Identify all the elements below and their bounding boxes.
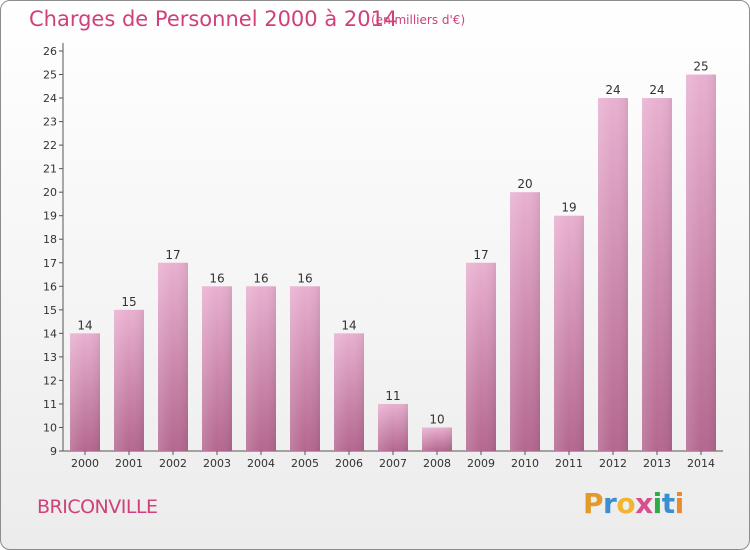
logo-letter: i [652, 487, 663, 520]
x-tick-label: 2003 [203, 457, 231, 470]
bar-shade [290, 286, 320, 451]
bar-shade [246, 286, 276, 451]
y-tick-label: 24 [43, 92, 57, 105]
logo-letter: t [661, 487, 675, 520]
logo-letter: o [616, 487, 636, 520]
data-label: 16 [297, 271, 312, 285]
y-tick-label: 16 [43, 280, 57, 293]
x-tick-label: 2004 [247, 457, 275, 470]
y-tick-label: 20 [43, 186, 57, 199]
chart-subtitle: (en milliers d'€) [371, 13, 466, 27]
y-tick-label: 19 [43, 210, 57, 223]
y-tick-label: 9 [50, 445, 57, 458]
y-tick-label: 10 [43, 421, 57, 434]
x-axis: 2000 2001 2002 2003 2004 2005 2006 2007 2008 2009… [63, 450, 723, 470]
bar-shade [510, 192, 540, 452]
chart-title: Charges de Personnel 2000 à 2014 [29, 7, 398, 31]
proxiti-logo[interactable]: Proxiti [583, 487, 684, 520]
bar-shade [202, 286, 232, 451]
bar-shade [642, 98, 672, 451]
data-label: 10 [429, 412, 444, 426]
y-tick-label: 13 [43, 351, 57, 364]
x-tick-label: 2008 [423, 457, 451, 470]
y-tick-label: 17 [43, 257, 57, 270]
y-tick-label: 11 [43, 398, 57, 411]
data-label: 14 [77, 318, 92, 332]
data-label: 20 [517, 177, 532, 191]
bar-shade [158, 262, 188, 451]
data-label: 14 [341, 318, 356, 332]
bar-shade [378, 403, 408, 451]
x-tick-label: 2011 [555, 457, 583, 470]
x-tick-label: 2013 [643, 457, 671, 470]
logo-letter: x [635, 487, 653, 520]
logo-letter: r [603, 487, 617, 520]
y-axis: 9 10 11 12 13 14 15 16 17 18 19 20 21 22 23 24 25 26 [43, 43, 64, 458]
data-label: 19 [561, 201, 576, 215]
data-label: 16 [209, 271, 224, 285]
data-labels: 14 15 17 16 16 16 14 11 10 17 20 19 24 24 25 [77, 60, 708, 427]
x-tick-label: 2010 [511, 457, 539, 470]
x-tick-label: 2012 [599, 457, 627, 470]
x-tick-label: 2009 [467, 457, 495, 470]
x-tick-label: 2005 [291, 457, 319, 470]
data-label: 17 [473, 248, 488, 262]
bar-shade [686, 74, 716, 451]
commune-name: BRICONVILLE [37, 496, 158, 518]
x-tick-label: 2000 [71, 457, 99, 470]
logo-letter: i [674, 487, 685, 520]
bar-shade [466, 262, 496, 451]
x-tick-label: 2002 [159, 457, 187, 470]
data-label: 15 [121, 295, 136, 309]
bar-shade [334, 333, 364, 451]
bar-shade [422, 427, 452, 451]
bar-shade [554, 215, 584, 451]
x-tick-label: 2014 [687, 457, 715, 470]
data-label: 17 [165, 248, 180, 262]
x-tick-label: 2007 [379, 457, 407, 470]
y-tick-label: 23 [43, 116, 57, 129]
data-label: 24 [605, 83, 620, 97]
data-label: 24 [649, 83, 664, 97]
y-tick-label: 22 [43, 139, 57, 152]
bars [70, 74, 716, 452]
data-label: 16 [253, 271, 268, 285]
logo-letter: P [583, 487, 604, 520]
x-tick-label: 2001 [115, 457, 143, 470]
x-tick-label: 2006 [335, 457, 363, 470]
data-label: 11 [385, 389, 400, 403]
y-tick-label: 15 [43, 304, 57, 317]
y-tick-label: 21 [43, 163, 57, 176]
y-tick-label: 25 [43, 69, 57, 82]
data-label: 25 [693, 60, 708, 74]
bar-shade [598, 98, 628, 451]
y-tick-label: 14 [43, 327, 57, 340]
y-tick-label: 18 [43, 233, 57, 246]
bar-shade [114, 309, 144, 451]
y-tick-label: 26 [43, 45, 57, 58]
bar-shade [70, 333, 100, 451]
y-tick-label: 12 [43, 374, 57, 387]
